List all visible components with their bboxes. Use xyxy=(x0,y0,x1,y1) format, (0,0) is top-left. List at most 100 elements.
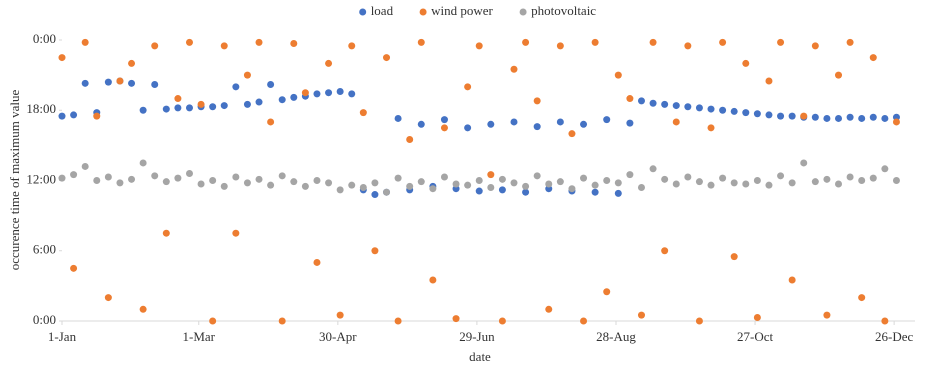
point xyxy=(313,258,321,266)
point xyxy=(707,124,715,132)
point xyxy=(637,184,645,192)
point xyxy=(394,174,402,182)
point xyxy=(742,180,750,188)
point xyxy=(348,90,356,98)
point xyxy=(707,105,715,113)
point xyxy=(580,317,588,325)
point xyxy=(232,173,240,181)
point xyxy=(104,78,112,86)
y-tick-label: 0:00 xyxy=(33,312,56,327)
point xyxy=(104,294,112,302)
point xyxy=(788,276,796,284)
point xyxy=(858,294,866,302)
point xyxy=(336,311,344,319)
x-tick-label: 1-Jan xyxy=(48,329,77,344)
point xyxy=(672,102,680,110)
point xyxy=(858,114,866,122)
y-tick-label: 18:00 xyxy=(26,101,56,116)
point xyxy=(243,71,251,79)
point xyxy=(533,97,541,105)
point xyxy=(139,305,147,313)
point xyxy=(185,104,193,112)
point xyxy=(162,178,170,186)
point xyxy=(892,118,900,126)
point xyxy=(232,83,240,91)
point xyxy=(881,114,889,122)
legend-marker xyxy=(519,8,527,16)
point xyxy=(719,38,727,46)
point xyxy=(325,179,333,187)
point xyxy=(510,118,518,126)
point xyxy=(440,124,448,132)
point xyxy=(603,288,611,296)
point xyxy=(209,317,217,325)
point xyxy=(267,80,275,88)
x-tick-label: 26-Dec xyxy=(875,329,913,344)
point xyxy=(93,112,101,120)
point xyxy=(278,317,286,325)
point xyxy=(580,120,588,128)
point xyxy=(464,83,472,91)
point xyxy=(556,42,564,50)
point xyxy=(823,175,831,183)
point xyxy=(128,59,136,67)
point xyxy=(498,186,506,194)
point xyxy=(290,40,298,48)
y-tick-label: 6:00 xyxy=(33,242,56,257)
point xyxy=(417,178,425,186)
point xyxy=(626,171,634,179)
point xyxy=(556,118,564,126)
point xyxy=(464,181,472,189)
point xyxy=(58,174,66,182)
point xyxy=(185,38,193,46)
point xyxy=(301,89,309,97)
point xyxy=(823,311,831,319)
point xyxy=(475,187,483,195)
point xyxy=(371,179,379,187)
x-tick-label: 1-Mar xyxy=(183,329,216,344)
point xyxy=(139,159,147,167)
legend-label: wind power xyxy=(431,3,493,18)
point xyxy=(139,106,147,114)
point xyxy=(637,311,645,319)
point xyxy=(835,180,843,188)
legend-marker xyxy=(359,8,367,16)
point xyxy=(359,109,367,117)
point xyxy=(406,182,414,190)
point xyxy=(661,100,669,108)
point xyxy=(545,305,553,313)
point xyxy=(81,38,89,46)
point xyxy=(128,175,136,183)
point xyxy=(777,172,785,180)
point xyxy=(892,177,900,184)
point xyxy=(81,162,89,170)
point xyxy=(777,38,785,46)
point xyxy=(614,189,622,197)
point xyxy=(70,171,78,179)
point xyxy=(70,264,78,272)
point xyxy=(209,177,217,184)
legend-label: photovoltaic xyxy=(531,3,596,18)
point xyxy=(174,95,182,103)
point xyxy=(707,181,715,189)
point xyxy=(209,103,217,111)
point xyxy=(487,171,495,179)
x-axis-title: date xyxy=(469,349,491,364)
point xyxy=(846,113,854,121)
point xyxy=(128,79,136,87)
point xyxy=(858,177,866,184)
point xyxy=(603,177,611,184)
point xyxy=(545,180,553,188)
legend-marker xyxy=(419,8,427,16)
point xyxy=(684,173,692,181)
point xyxy=(116,179,124,187)
point xyxy=(440,173,448,181)
point xyxy=(649,38,657,46)
point xyxy=(649,99,657,107)
point xyxy=(568,130,576,138)
point xyxy=(487,184,495,192)
point xyxy=(695,104,703,112)
point xyxy=(672,118,680,126)
point xyxy=(220,182,228,190)
point xyxy=(267,118,275,126)
